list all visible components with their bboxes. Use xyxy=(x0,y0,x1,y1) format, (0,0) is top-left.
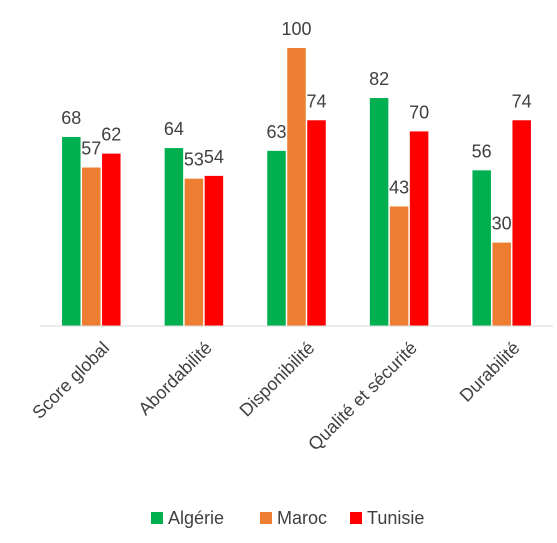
bar xyxy=(204,175,224,326)
value-label: 56 xyxy=(472,141,492,161)
bar xyxy=(102,153,121,326)
legend-label: Tunisie xyxy=(367,508,424,528)
category-labels-group: Score global Abordabilité DisponibilitéQua… xyxy=(28,338,523,455)
legend-swatch xyxy=(151,512,163,524)
category-label: Score global xyxy=(28,338,113,423)
category-label: Disponibilité xyxy=(236,338,319,421)
value-label: 74 xyxy=(512,91,532,111)
value-label: 70 xyxy=(409,102,429,122)
bar xyxy=(409,131,429,326)
bar xyxy=(287,48,306,326)
bar xyxy=(389,206,409,326)
bar xyxy=(62,136,81,326)
value-label: 68 xyxy=(61,108,81,128)
value-label: 74 xyxy=(306,91,326,111)
bar xyxy=(267,150,286,326)
value-label: 100 xyxy=(281,19,311,39)
value-label: 82 xyxy=(369,69,389,89)
bars-group xyxy=(62,48,531,326)
bar xyxy=(492,242,511,326)
category-label: Abordabilité xyxy=(134,338,215,419)
value-label: 63 xyxy=(266,122,286,142)
bar xyxy=(164,148,184,326)
bar xyxy=(512,120,531,326)
bar xyxy=(184,178,204,326)
value-label: 57 xyxy=(81,139,101,159)
bar xyxy=(307,120,326,326)
value-label: 30 xyxy=(492,214,512,234)
value-label: 43 xyxy=(389,177,409,197)
value-label: 62 xyxy=(101,125,121,145)
legend-label: Maroc xyxy=(277,508,327,528)
value-label: 53 xyxy=(184,150,204,170)
value-label: 54 xyxy=(204,147,224,167)
bar xyxy=(369,98,389,326)
legend-swatch xyxy=(260,512,272,524)
category-label: Durabilité xyxy=(456,338,524,406)
legend-label: Algérie xyxy=(168,508,224,528)
bar xyxy=(82,167,101,326)
legend-swatch xyxy=(350,512,362,524)
category-label: Qualité et sécurité xyxy=(304,338,421,455)
bar xyxy=(472,170,491,326)
value-label: 64 xyxy=(164,119,184,139)
legend: Algérie Maroc Tunisie xyxy=(151,508,424,528)
